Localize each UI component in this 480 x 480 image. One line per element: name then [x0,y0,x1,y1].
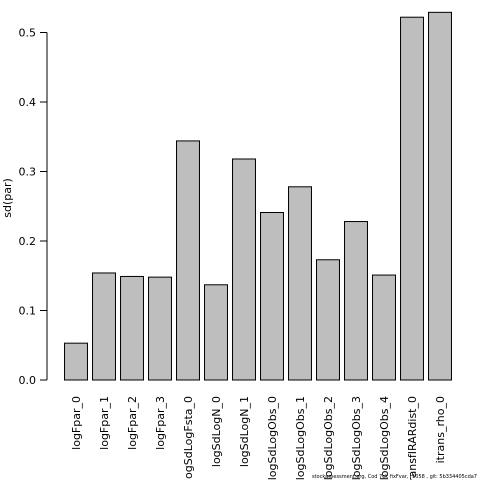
bar [92,272,116,381]
bar [316,259,340,381]
x-tick-label: logSdLogObs_4 [378,396,391,480]
y-axis-title: sd(par) [1,178,14,218]
y-tick-label: 0.0 [19,374,37,387]
bar [428,11,452,381]
x-tick-label: logSdLogObs_1 [294,396,307,480]
bar [176,140,200,381]
y-tick-label: 0.5 [19,27,37,40]
bar [148,276,172,381]
y-tick-label: 0.3 [19,166,37,179]
x-tick-label: logSdLogObs_2 [322,396,335,480]
bar [372,274,396,381]
x-tick-label: logSdLogN_1 [238,396,251,467]
y-axis: 0.0 0.1 0.2 0.3 0.4 0.5 [19,27,48,387]
y-tick-label: 0.4 [19,96,37,109]
x-tick-label: logSdLogObs_0 [266,396,279,480]
x-tick-label: transfIRARdist_0 [406,396,419,480]
x-tick-label: logFpar_1 [98,396,111,450]
x-tick-label: logFpar_0 [70,396,83,450]
bar [204,284,228,381]
x-tick-label: itrans_rho_0 [434,396,447,463]
bar [344,221,368,381]
x-tick-labels: logFpar_0 logFpar_1 logFpar_2 logFpar_3 logS… [70,396,447,480]
footer-note: stockassessment.org, Cod 7ek fixFvar, r1… [312,474,477,480]
bar [288,186,312,381]
x-tick-label: logSdLogFsta_0 [182,396,195,480]
bar [232,158,256,381]
x-tick-label: logFpar_2 [126,396,139,450]
bar [400,16,424,381]
bar [64,342,88,381]
x-tick-label: logSdLogN_0 [210,396,223,467]
bars-group [64,11,452,381]
x-tick-label: logSdLogObs_3 [350,396,363,480]
bar [260,212,284,381]
bar [120,275,144,381]
x-tick-label: logFpar_3 [154,396,167,450]
y-tick-label: 0.2 [19,235,37,248]
y-tick-label: 0.1 [19,305,37,318]
